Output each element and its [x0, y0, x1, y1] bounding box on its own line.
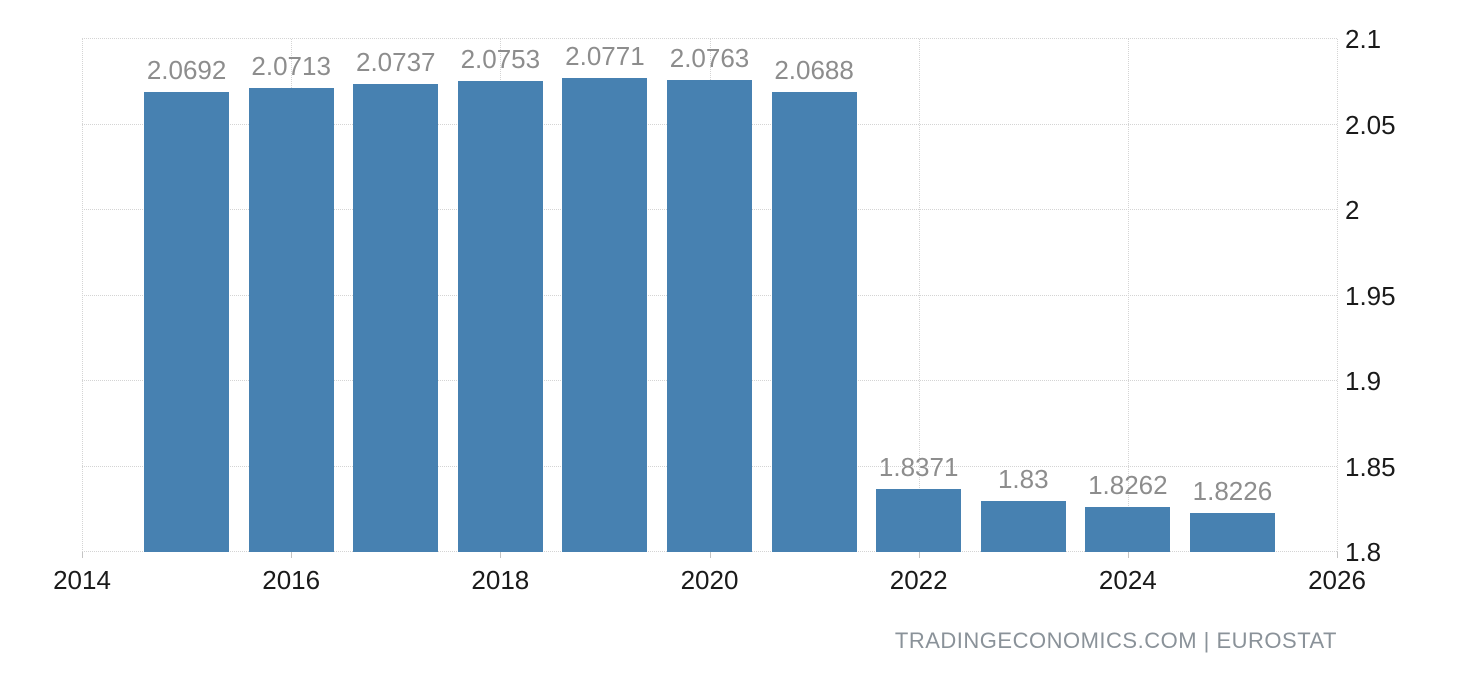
bar-value-label-2016: 2.0713 [251, 51, 331, 82]
gridline-vertical [1127, 39, 1129, 552]
x-axis-label-2020: 2020 [680, 565, 739, 595]
bar-value-label-2025: 1.8226 [1192, 476, 1273, 507]
bar-value-label-2024: 1.8262 [1088, 470, 1168, 501]
plot-area: 2.0692 2.0713 2.0737 2.0753 2.0771 2.0763 2.06… [82, 38, 1338, 552]
bar-2019[interactable] [562, 78, 648, 552]
x-axis-label-2022: 2022 [889, 565, 948, 595]
y-axis-label-1.95: 1.95 [1345, 280, 1396, 311]
bar-2022[interactable] [876, 488, 962, 552]
bar-2021[interactable] [771, 92, 857, 552]
x-axis-label-2014: 2014 [53, 565, 111, 595]
x-axis-tick [82, 552, 83, 558]
bar-2015[interactable] [144, 91, 230, 552]
bar-2018[interactable] [457, 81, 543, 552]
x-axis-label-2018: 2018 [471, 565, 530, 595]
gridline-vertical [1337, 39, 1338, 552]
bar-2024[interactable] [1085, 507, 1171, 552]
x-axis-tick [1337, 552, 1338, 558]
x-axis-tick [291, 552, 293, 558]
x-axis-label-2026: 2026 [1308, 565, 1366, 595]
bar-value-label-2023: 1.83 [997, 463, 1049, 494]
y-axis-label-2: 2 [1345, 195, 1360, 225]
y-axis-label-2.1: 2.1 [1345, 24, 1382, 54]
x-axis-tick [918, 552, 920, 558]
x-axis-label-2024: 2024 [1098, 565, 1157, 595]
bar-2016[interactable] [248, 88, 334, 552]
bar-value-label-2022: 1.8371 [878, 451, 959, 482]
y-axis-label-1.9: 1.9 [1345, 366, 1382, 396]
x-axis-tick [500, 552, 502, 558]
bar-2020[interactable] [667, 79, 752, 552]
y-axis-label-1.8: 1.8 [1345, 537, 1382, 567]
bar-value-label-2018: 2.0753 [460, 44, 541, 75]
gridline-horizontal [82, 38, 1337, 39]
gridline-vertical [918, 39, 920, 552]
bar-value-label-2017: 2.0737 [355, 46, 436, 77]
bar-value-label-2020: 2.0763 [669, 42, 750, 73]
y-axis-label-1.85: 1.85 [1345, 451, 1396, 482]
bar-value-label-2015: 2.0692 [146, 54, 227, 85]
attribution-text: TRADINGECONOMICS.COM | EUROSTAT [894, 628, 1337, 653]
y-axis-label-2.05: 2.05 [1345, 109, 1396, 140]
x-axis-tick [709, 552, 711, 558]
bar-2025[interactable] [1189, 513, 1275, 552]
bar-value-label-2021: 2.0688 [774, 55, 854, 86]
gridline-vertical [82, 39, 83, 552]
bar-2017[interactable] [353, 83, 439, 552]
bar-2023[interactable] [980, 500, 1066, 552]
bar-value-label-2019: 2.0771 [565, 41, 645, 72]
x-axis-label-2016: 2016 [262, 565, 321, 595]
x-axis-tick [1127, 552, 1129, 558]
